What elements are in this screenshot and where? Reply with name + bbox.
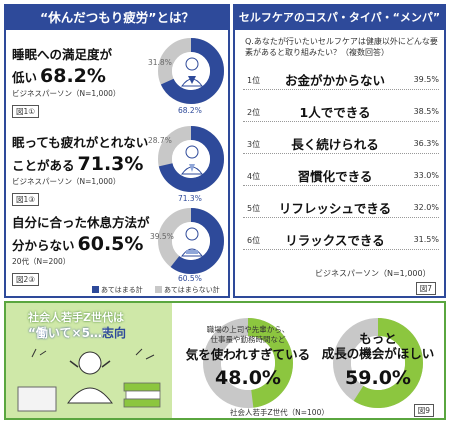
- fatigue-item-2-label: ことがある: [12, 158, 75, 173]
- rank-text: リフレッシュできる: [278, 201, 392, 216]
- rank-row: 4位 習慣化できる 33.0%: [243, 164, 439, 186]
- fatigue-item-1-label: 低い: [12, 70, 38, 85]
- rank-number: 1位: [247, 76, 261, 85]
- worker-figure-1-icon: [181, 57, 203, 87]
- selfcare-panel: セルフケアのコスパ・タイパ・“メンパ” Q.あなたが行いたいセルフケアは健康以外…: [233, 4, 446, 298]
- rank-row: 3位 長く続けられる 36.3%: [243, 132, 439, 154]
- rank-row: 1位 お金がかからない 39.5%: [243, 68, 439, 90]
- bottom-donut-2-arc: [333, 318, 423, 408]
- gen-z-source: 社会人若手Z世代（N=100）: [230, 408, 329, 417]
- donut-legend: あてはまる計 あてはまらない計: [92, 285, 220, 295]
- gen-z-panel: 社会人若手Z世代は “働いて×5…” 志向 職場の上司や先輩から、 仕事量や勤務…: [4, 301, 446, 420]
- fatigue-panel-title: “休んだつもり疲労”とは？: [6, 6, 228, 30]
- selfcare-source: ビジネスパーソン（N=1,000）: [315, 269, 431, 278]
- donut-2-hole: [172, 140, 210, 178]
- rank-percent: 39.5%: [413, 75, 439, 84]
- stressed-worker-illustration: [17, 348, 161, 412]
- stat2-line2: 成長の機会がほしい: [321, 346, 435, 361]
- rank-row: 2位 1人でできる 38.5%: [243, 100, 439, 122]
- gen-z-banner: 社会人若手Z世代は “働いて×5…” 志向: [6, 303, 172, 418]
- donut-chart-2: [156, 124, 226, 194]
- selfcare-figure: 図7: [415, 282, 436, 295]
- fatigue-item-2: 眠っても疲れがとれない ことがある 71.3% ビジネスパーソン（N=1,000）…: [12, 132, 224, 206]
- rank-percent: 31.5%: [413, 235, 439, 244]
- rank-percent: 32.0%: [413, 203, 439, 212]
- donut-2-yes-label: 71.3%: [178, 194, 202, 203]
- stat2-line1: もっと: [359, 331, 397, 346]
- rank-number: 3位: [247, 140, 261, 149]
- rank-number: 4位: [247, 172, 261, 181]
- fatigue-item-2-percent: 71.3%: [77, 153, 144, 175]
- worker-figure-3-icon: [181, 227, 203, 257]
- gen-z-figure: 図9: [413, 404, 434, 417]
- rank-percent: 38.5%: [413, 107, 439, 116]
- donut-1-arc: [158, 38, 224, 104]
- gen-z-line2-quote: “働いて×5…”: [28, 326, 110, 340]
- donut-1-yes-label: 68.2%: [178, 106, 202, 115]
- stat1-small1: 職場の上司や先輩から、: [206, 325, 290, 334]
- stat1-small2: 仕事量や勤務時間など: [210, 335, 286, 344]
- rank-row: 6位 リラックスできる 31.5%: [243, 228, 439, 250]
- legend-yes-label: あてはまる計: [101, 286, 143, 294]
- fatigue-item-1-line1: 睡眠への満足度が: [12, 47, 113, 62]
- fatigue-item-3-percent: 60.5%: [77, 233, 144, 255]
- bottom-donut-2-hole: [351, 336, 405, 390]
- gen-z-line2-suffix: 志向: [102, 326, 127, 340]
- legend-no-swatch: [154, 286, 162, 293]
- gen-z-line1: 社会人若手Z世代は: [28, 311, 124, 324]
- stat1-percent: 48.0%: [215, 367, 281, 389]
- fatigue-item-3-label: 分からない: [12, 238, 75, 253]
- rank-percent: 33.0%: [413, 171, 439, 180]
- fatigue-item-1-percent: 68.2%: [40, 65, 106, 87]
- donut-3-yes-label: 60.5%: [178, 274, 202, 283]
- donut-chart-1: [156, 36, 226, 106]
- fatigue-item-2-figure: 図1③: [12, 193, 39, 206]
- rank-row: 5位 リフレッシュできる 32.0%: [243, 196, 439, 218]
- fatigue-item-3: 自分に合った休息方法が 分からない 60.5% 20代（N=200） 図2③: [12, 212, 224, 286]
- worker-figure-2-icon: [181, 145, 203, 175]
- fatigue-item-3-figure: 図2③: [12, 273, 39, 286]
- stat2-percent: 59.0%: [345, 367, 411, 389]
- bottom-donut-2: [332, 317, 424, 413]
- fatigue-item-3-line1: 自分に合った休息方法が: [12, 215, 150, 230]
- bottom-donut-1-hole: [221, 336, 275, 390]
- fatigue-item-1-source: ビジネスパーソン（N=1,000）: [12, 89, 121, 98]
- rank-text: リラックスできる: [285, 233, 385, 248]
- bottom-donut-1: [202, 317, 294, 413]
- fatigue-item-1-figure: 図1①: [12, 105, 39, 118]
- rank-number: 5位: [247, 204, 261, 213]
- legend-yes-swatch: [92, 286, 99, 293]
- bottom-donut-1-arc: [203, 318, 293, 408]
- donut-3-arc: [158, 208, 224, 274]
- fatigue-item-2-source: ビジネスパーソン（N=1,000）: [12, 177, 121, 186]
- donut-3-hole: [172, 222, 210, 260]
- donut-chart-3: [156, 206, 226, 276]
- selfcare-question: Q.あなたが行いたいセルフケアは健康以外にどんな要素があると取り組みたい？（複数…: [245, 37, 438, 57]
- donut-2-no-label: 28.7%: [148, 136, 172, 145]
- rank-text: お金がかからない: [284, 73, 385, 88]
- fatigue-item-3-source: 20代（N=200）: [12, 257, 71, 266]
- rank-text: 1人でできる: [299, 105, 371, 120]
- rank-number: 6位: [247, 236, 261, 245]
- fatigue-item-1: 睡眠への満足度が 低い 68.2% ビジネスパーソン（N=1,000） 図1①: [12, 44, 224, 118]
- rank-percent: 36.3%: [413, 139, 439, 148]
- selfcare-panel-title: セルフケアのコスパ・タイパ・“メンパ”: [235, 6, 444, 30]
- donut-3-no-label: 39.5%: [150, 232, 174, 241]
- fatigue-item-2-line1: 眠っても疲れがとれない: [12, 135, 149, 150]
- donut-1-no-label: 31.8%: [148, 58, 172, 67]
- rank-number: 2位: [247, 108, 261, 117]
- rank-text: 習慣化できる: [297, 169, 373, 184]
- donut-2-arc: [158, 126, 224, 192]
- fatigue-panel: “休んだつもり疲労”とは？ 睡眠への満足度が 低い 68.2% ビジネスパーソン（…: [4, 4, 230, 298]
- stat1-text: 気を使われすぎている: [185, 347, 311, 362]
- donut-1-hole: [172, 52, 210, 90]
- rank-text: 長く続けられる: [291, 137, 379, 152]
- legend-no-label: あてはまらない計: [163, 286, 220, 294]
